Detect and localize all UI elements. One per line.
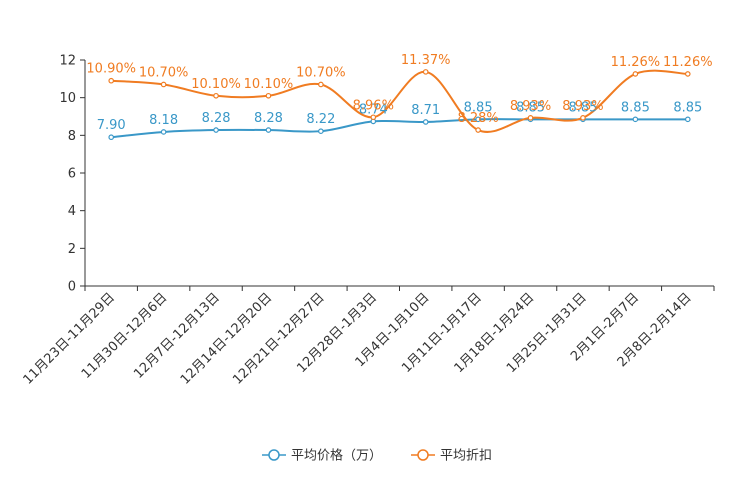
series-1-data-label: 11.26% xyxy=(611,55,661,70)
legend-item-1: 平均折扣 xyxy=(411,449,492,464)
series-1-point xyxy=(684,71,691,77)
series-0-data-label: 8.18 xyxy=(149,113,178,128)
series-1-point xyxy=(370,114,377,121)
series-1-data-label: 10.70% xyxy=(296,65,346,80)
y-tick-label: 12 xyxy=(59,54,76,69)
series-0-point xyxy=(684,116,691,123)
series-0-data-label: 8.71 xyxy=(411,103,440,118)
series-1-data-label: 11.37% xyxy=(401,53,451,68)
series-1-data-label: 10.10% xyxy=(244,77,294,92)
legend-marker xyxy=(417,449,429,461)
series-0-data-label: 8.85 xyxy=(568,100,597,115)
series-line-0 xyxy=(111,118,688,139)
y-tick-label: 8 xyxy=(68,129,76,144)
series-1-data-label: 11.26% xyxy=(663,55,713,70)
series-1-point xyxy=(422,69,429,75)
series-1-data-label: 8.28% xyxy=(457,111,498,126)
y-tick-label: 6 xyxy=(68,167,76,182)
series-1-point xyxy=(318,81,324,88)
series-0-data-label: 8.85 xyxy=(621,100,650,115)
data-labels-layer: 7.90 8.18 8.28 8.28 8.22 8.74 8.71 8.85 8.85 8.85… xyxy=(86,53,712,133)
legend-item-0: 平均价格（万） xyxy=(262,448,382,464)
series-layer xyxy=(108,69,691,141)
series-1-data-label: 8.93% xyxy=(562,99,603,114)
series-1-data-label: 8.93% xyxy=(510,99,551,114)
series-0-data-label: 8.85 xyxy=(464,100,493,115)
series-0-data-label: 8.28 xyxy=(202,111,231,126)
series-0-data-label: 8.22 xyxy=(306,112,335,127)
series-0-point xyxy=(265,127,272,133)
series-1-point xyxy=(160,81,167,88)
series-0-point xyxy=(422,119,429,125)
series-1-point xyxy=(265,92,272,99)
series-0-data-label: 8.85 xyxy=(673,100,702,115)
series-0-point xyxy=(108,134,115,141)
series-0-data-label: 8.85 xyxy=(516,100,545,115)
series-0-data-label: 8.28 xyxy=(254,111,283,126)
x-tick-label: 11月23日-11月29日 xyxy=(21,290,118,387)
series-1-point xyxy=(632,71,639,77)
series-0-data-label: 8.74 xyxy=(359,102,388,117)
legend-marker xyxy=(268,449,280,461)
y-tick-label: 2 xyxy=(68,242,76,257)
x-tick-label: 12月21日-12月27日 xyxy=(230,290,327,387)
series-0-point xyxy=(475,116,481,123)
series-1-data-label: 10.10% xyxy=(191,77,241,92)
series-1-data-label: 8.96% xyxy=(353,98,394,113)
series-1-point xyxy=(580,115,586,121)
legend-label: 平均价格（万） xyxy=(291,448,382,464)
series-1-point xyxy=(527,115,534,121)
y-tick-label: 10 xyxy=(59,91,76,106)
series-1-point xyxy=(475,127,481,133)
series-1-data-label: 10.70% xyxy=(139,65,189,80)
series-1-point xyxy=(213,92,219,99)
series-1-data-label: 10.90% xyxy=(86,62,136,77)
series-1-point xyxy=(108,77,115,84)
x-tick-label: 12月14日-12月20日 xyxy=(178,290,275,387)
y-tick-label: 4 xyxy=(68,204,76,219)
series-0-point xyxy=(160,129,167,135)
series-0-point xyxy=(632,116,639,123)
legend: 平均价格（万） 平均折扣 xyxy=(262,448,492,464)
series-0-data-label: 7.90 xyxy=(97,118,126,133)
series-0-point xyxy=(213,127,219,133)
legend-label: 平均折扣 xyxy=(440,449,492,464)
y-tick-label: 0 xyxy=(68,280,76,295)
series-0-point xyxy=(318,128,324,134)
